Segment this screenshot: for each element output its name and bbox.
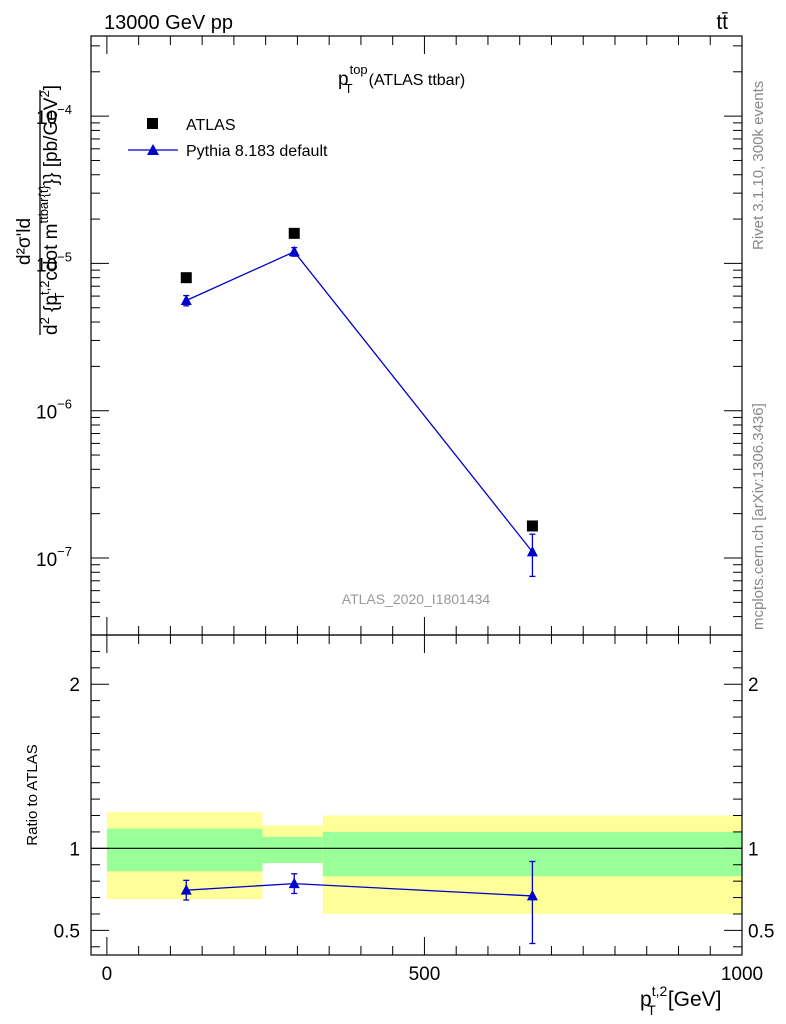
collision-label: 13000 GeV pp — [104, 12, 233, 34]
main-data-series — [180, 227, 538, 578]
main-y-axis-title: d²σ'ld d2 {pt,2Tcdot mttbar{t}}} [pb/GeV… — [14, 85, 67, 335]
y-den-c: cdot m — [41, 224, 62, 281]
y-den-sup-b: t,2 — [37, 281, 52, 295]
tick-base: 10 — [36, 403, 57, 424]
main-y-axis-ticks — [91, 45, 742, 636]
ratio-y-tick-label-left: 2 — [69, 675, 80, 696]
x-title-unit: [GeV] — [668, 988, 722, 1011]
y-den-sub-b: T — [52, 293, 67, 301]
ratio-y-axis-title: Ratio to ATLAS — [24, 744, 41, 845]
pythia-point — [180, 294, 192, 306]
x-title-main: p — [640, 988, 652, 1011]
y-title-numerator: d²σ'ld — [14, 218, 35, 265]
ratio-y-tick-label-left: 1 — [69, 839, 80, 860]
legend: ATLAS Pythia 8.183 default — [128, 117, 328, 160]
tick-exponent: −5 — [57, 249, 72, 264]
y-den-sup-c: ttbar{t} — [36, 185, 51, 224]
rivet-version-label: Rivet 3.1.10, 300k events — [750, 81, 767, 250]
x-tick-labels: 0 500 1000 — [102, 964, 764, 985]
ratio-plot-frame — [90, 634, 743, 956]
ratio-band-green — [262, 836, 323, 864]
y-den-sup-a: 2 — [37, 317, 52, 324]
x-tick-label: 1000 — [721, 964, 763, 985]
x-tick-label: 0 — [102, 964, 113, 985]
y-den-e: ] — [41, 85, 62, 90]
main-y-tick-labels: 10−710−610−510−4 — [36, 102, 72, 571]
x-axis-title: pt,2 T [GeV] — [640, 983, 722, 1018]
tick-base: 10 — [36, 550, 57, 571]
ratio-y-tick-labels: 0.5 0.5 1 1 2 2 — [54, 675, 775, 942]
main-y-tick-label: 10−4 — [36, 102, 72, 129]
ratio-x-axis-ticks — [106, 635, 743, 955]
x-tick-label: 500 — [409, 964, 441, 985]
mcplots-label: mcplots.cern.ch [arXiv:1306.3436] — [750, 403, 767, 630]
process-label: tt̄ — [716, 11, 728, 34]
ratio-y-tick-label-right: 1 — [748, 839, 759, 860]
ratio-pythia-point — [180, 884, 192, 895]
title-main: p — [338, 69, 349, 90]
legend-atlas-marker — [147, 118, 158, 129]
legend-pythia-label: Pythia 8.183 default — [186, 143, 328, 160]
ratio-data-series — [180, 860, 538, 945]
y-title-denominator: d2 {pt,2Tcdot mttbar{t}}} [pb/GeV2] — [36, 85, 67, 335]
tick-base: 10 — [36, 108, 57, 129]
ratio-y-tick-label-left: 0.5 — [54, 921, 80, 942]
x-title-sup: t,2 — [652, 983, 668, 999]
y-den-b: {p — [41, 295, 62, 317]
ratio-pythia-point — [288, 877, 300, 889]
main-y-tick-label: 10−7 — [36, 544, 72, 571]
ratio-y-tick-label-right: 0.5 — [748, 921, 774, 942]
legend-atlas-label: ATLAS — [186, 117, 236, 134]
pythia-line — [186, 250, 533, 553]
y-den-d: }} [pb/GeV — [41, 97, 62, 185]
x-title-sub: T — [647, 1002, 656, 1018]
pythia-point — [288, 245, 300, 257]
title-sub: T — [345, 81, 353, 96]
tick-exponent: −6 — [57, 397, 72, 412]
ratio-band-green — [106, 828, 263, 872]
main-y-tick-label: 10−6 — [36, 397, 72, 424]
title-suffix: (ATLAS ttbar) — [369, 72, 466, 89]
atlas-point — [180, 272, 192, 284]
pythia-point — [526, 545, 538, 557]
tick-base: 10 — [36, 255, 57, 276]
atlas-point — [526, 520, 538, 532]
plot-title: ptop T (ATLAS ttbar) — [338, 62, 465, 96]
ratio-uncertainty-bands — [91, 812, 742, 914]
ratio-y-axis-ticks — [91, 634, 742, 948]
legend-pythia-marker — [147, 144, 159, 155]
ratio-pythia-point — [526, 889, 538, 901]
y-den-sup-d: 2 — [37, 90, 52, 97]
tick-exponent: −7 — [57, 544, 72, 559]
tick-exponent: −4 — [57, 102, 72, 117]
y-den-a: d — [41, 324, 62, 335]
atlas-point — [288, 227, 300, 239]
analysis-id-label: ATLAS_2020_I1801434 — [342, 591, 491, 607]
main-y-tick-label: 10−5 — [36, 249, 72, 276]
main-x-axis-ticks — [106, 36, 743, 635]
title-sup: top — [350, 62, 368, 77]
ratio-y-tick-label-right: 2 — [748, 675, 759, 696]
